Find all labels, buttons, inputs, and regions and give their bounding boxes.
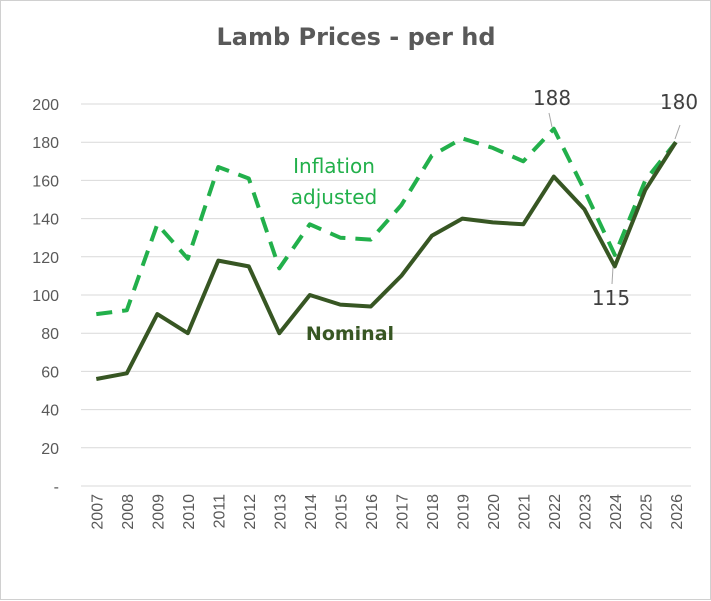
y-tick-label: 60	[41, 364, 59, 381]
x-tick-label: 2009	[150, 494, 167, 530]
y-tick-label: 200	[32, 97, 59, 114]
annotation-leader	[548, 112, 553, 128]
series-line-inflation-adjusted	[96, 126, 678, 317]
annotation-leader	[611, 266, 614, 285]
series-label-inflation-adjusted: Inflation adjusted	[291, 154, 377, 209]
gridlines	[81, 103, 691, 487]
chart-title: Lamb Prices - per hd	[216, 23, 495, 51]
x-axis-ticks: 2007 2008 2009 2010 2011 2012 2013 2014 2015 2016…	[89, 494, 686, 530]
x-tick-label: 2024	[608, 494, 625, 530]
x-tick-label: 2023	[577, 494, 594, 530]
x-tick-label: 2007	[89, 494, 106, 530]
y-tick-label: 120	[32, 250, 59, 267]
x-tick-label: 2025	[638, 494, 655, 530]
x-tick-label: 2012	[242, 494, 259, 530]
x-tick-label: 2018	[425, 494, 442, 530]
y-tick-label: 180	[32, 135, 59, 152]
x-tick-label: 2010	[181, 494, 198, 530]
annotations: 188 115 180	[533, 86, 698, 310]
x-tick-label: 2026	[669, 494, 686, 530]
series-labels: Inflation adjusted Nominal	[291, 154, 394, 345]
series-lines	[95, 126, 678, 381]
y-tick-label: 160	[32, 173, 59, 190]
x-tick-label: 2008	[120, 494, 137, 530]
x-tick-label: 2015	[333, 494, 350, 530]
x-tick-label: 2016	[364, 494, 381, 530]
x-tick-label: 2022	[547, 494, 564, 530]
x-tick-label: 2019	[455, 494, 472, 530]
data-annotation: 188	[533, 86, 571, 110]
x-tick-label: 2020	[486, 494, 503, 530]
y-axis-ticks: - 20 40 60 80 100 120 140 160 180 200	[32, 97, 59, 496]
data-annotation: 115	[592, 286, 630, 310]
y-tick-label: 80	[41, 326, 59, 343]
y-tick-label: 140	[32, 212, 59, 229]
x-tick-label: 2021	[516, 494, 533, 530]
x-tick-label: 2017	[394, 494, 411, 530]
y-tick-label: 40	[41, 403, 59, 420]
series-label-nominal: Nominal	[306, 323, 394, 345]
series-line-nominal	[95, 141, 678, 381]
y-tick-label: -	[54, 479, 59, 496]
y-tick-label: 100	[32, 288, 59, 305]
x-tick-label: 2013	[272, 494, 289, 530]
data-annotation: 180	[660, 90, 698, 114]
annotation-leader	[674, 124, 681, 140]
x-tick-label: 2014	[303, 494, 320, 530]
x-tick-label: 2011	[211, 494, 228, 529]
y-tick-label: 20	[41, 441, 59, 458]
